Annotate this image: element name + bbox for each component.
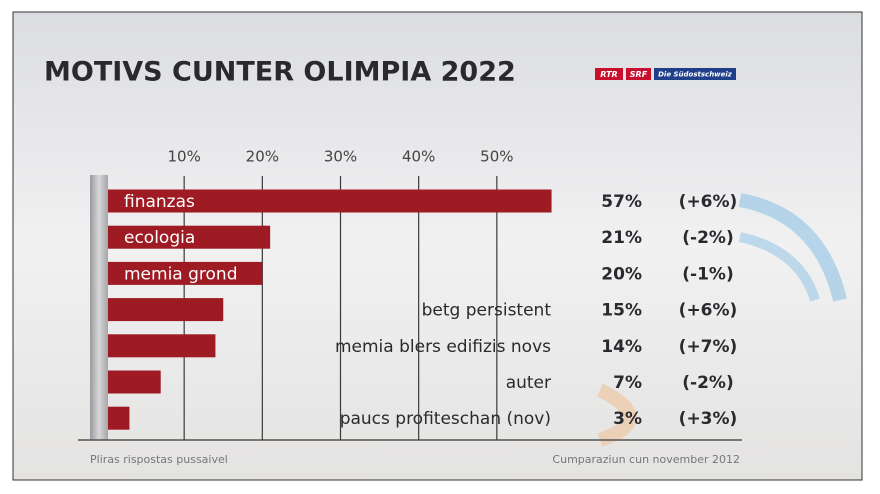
category-label: finanzas: [124, 192, 195, 212]
logo-box: [654, 68, 736, 80]
value-label: 21%: [601, 228, 642, 248]
bar: [108, 261, 263, 285]
bar: [108, 225, 271, 249]
value-label: 15%: [601, 301, 642, 321]
value-label: 7%: [613, 373, 642, 393]
bar: [108, 334, 216, 358]
bar: [108, 298, 224, 322]
x-tick-label: 30%: [324, 148, 357, 166]
value-label: 14%: [601, 337, 642, 357]
logo-box: [626, 68, 651, 80]
value-label: 3%: [613, 409, 642, 429]
value-label: 57%: [601, 192, 642, 212]
category-label: ecologia: [124, 228, 195, 248]
value-label: 20%: [601, 264, 642, 284]
bar: [108, 406, 130, 430]
decor: [738, 232, 820, 302]
x-tick-label: 50%: [480, 148, 513, 166]
chart-title: MOTIVS CUNTER OLIMPIA 2022: [44, 57, 516, 88]
logos: RTR SRF Die Südostschweiz: [595, 68, 736, 80]
change-label: (-1%): [682, 264, 733, 284]
change-label: (+3%): [679, 409, 738, 429]
category-label: betg persistent: [422, 301, 552, 321]
change-label: (+7%): [679, 337, 738, 357]
footnote: Cumparaziun cun november 2012: [552, 453, 740, 466]
logo: RTR: [600, 70, 617, 79]
decor: [596, 383, 637, 447]
decor: [738, 193, 847, 302]
x-tick-label: 20%: [246, 148, 279, 166]
category-label: paucs profiteschan (nov): [340, 409, 551, 429]
axis-post: [90, 175, 108, 440]
logo: SRF: [630, 70, 648, 79]
bar: [108, 189, 552, 213]
bar: [108, 370, 161, 394]
x-tick-label: 10%: [167, 148, 200, 166]
category-label: auter: [506, 373, 551, 393]
change-label: (-2%): [682, 228, 733, 248]
logo: Die Südostschweiz: [658, 71, 733, 79]
x-tick-label: 40%: [402, 148, 435, 166]
change-label: (+6%): [679, 192, 738, 212]
category-label: memia blers edifizis novs: [335, 337, 551, 357]
logo-box: [595, 68, 623, 80]
change-label: (-2%): [682, 373, 733, 393]
category-label: memia grond: [124, 264, 238, 284]
change-label: (+6%): [679, 301, 738, 321]
footnote: Pliras rispostas pussaivel: [90, 453, 228, 466]
